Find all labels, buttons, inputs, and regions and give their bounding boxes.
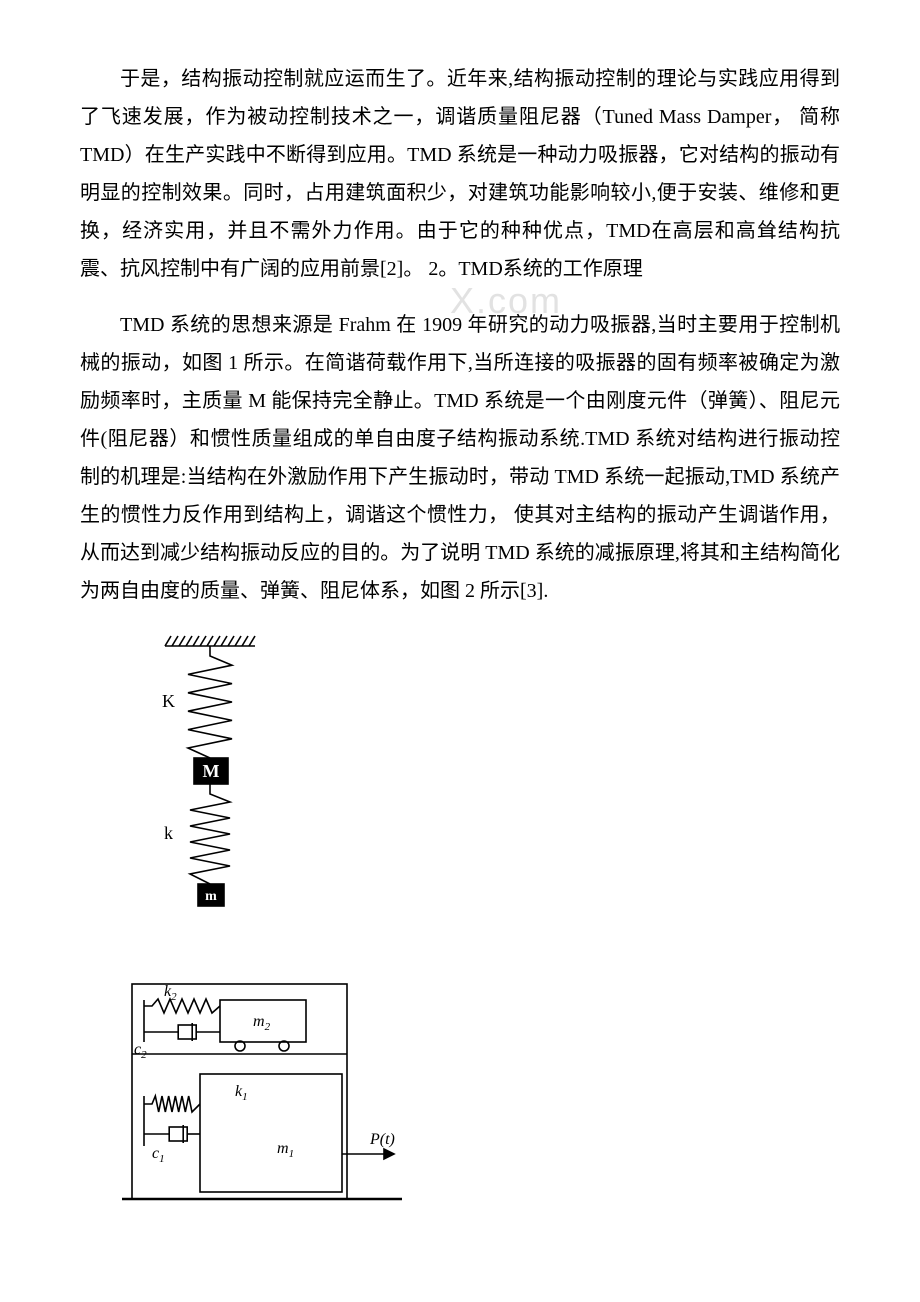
svg-text:P(t): P(t) — [369, 1131, 395, 1148]
svg-text:m: m — [205, 889, 217, 904]
svg-text:c2: c2 — [134, 1041, 147, 1061]
svg-text:M: M — [203, 761, 220, 781]
svg-text:m2: m2 — [253, 1013, 271, 1033]
svg-text:m1: m1 — [277, 1140, 294, 1160]
paragraph-1: 于是，结构振动控制就应运而生了。近年来,结构振动控制的理论与实践应用得到了飞速发… — [80, 60, 840, 288]
svg-text:k2: k2 — [164, 983, 177, 1003]
svg-text:c1: c1 — [152, 1145, 165, 1165]
svg-text:K: K — [162, 691, 175, 711]
figure-1: K M k m — [112, 628, 840, 968]
svg-text:k1: k1 — [235, 1083, 248, 1103]
svg-text:k: k — [164, 823, 173, 843]
figure-2: k2 c2 m2 k1 c1 m1 P(t) — [112, 974, 840, 1214]
paragraph-2: TMD 系统的思想来源是 Frahm 在 1909 年研究的动力吸振器,当时主要… — [80, 306, 840, 610]
